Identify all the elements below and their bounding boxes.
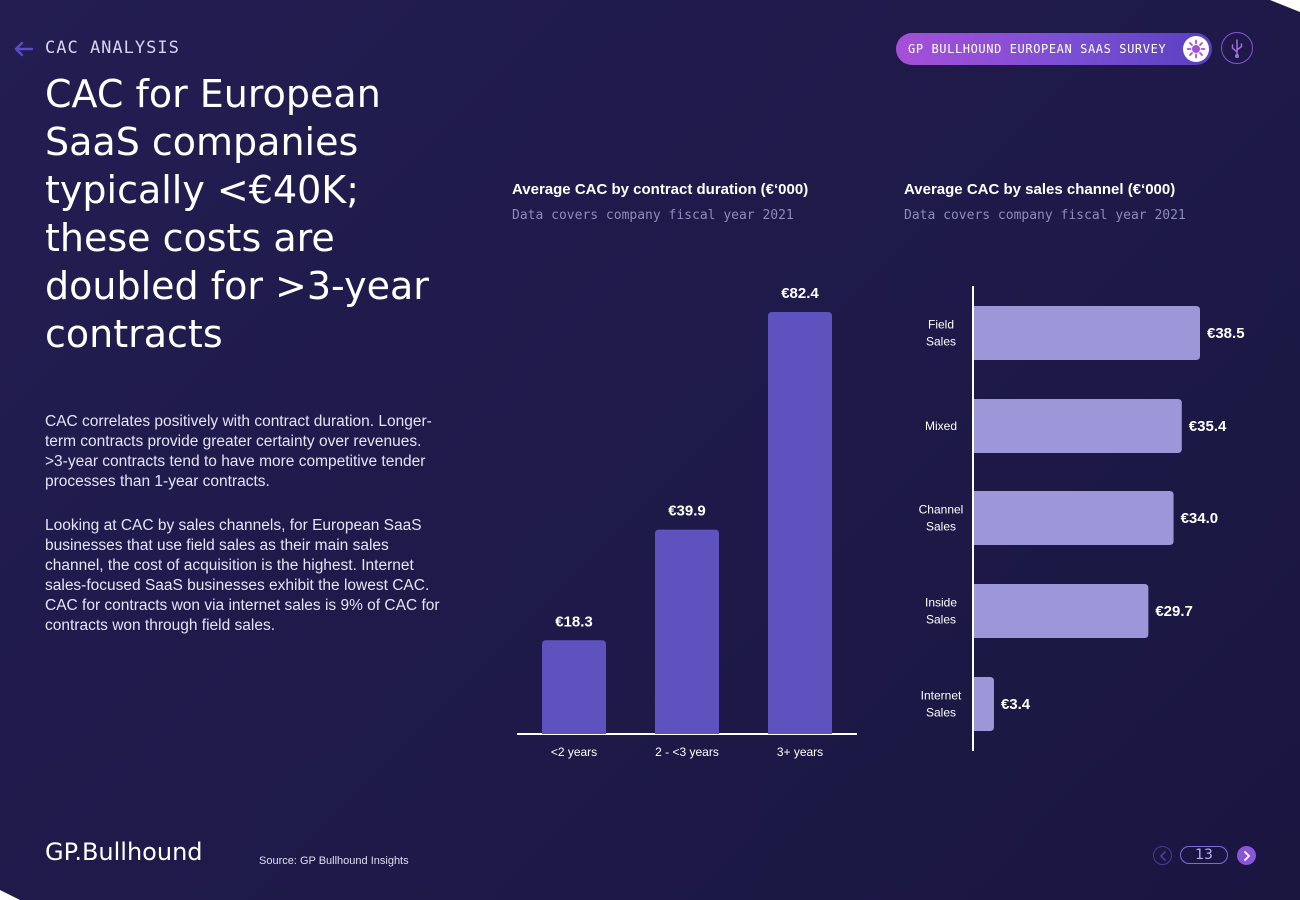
source-note: Source: GP Bullhound Insights — [259, 855, 409, 867]
data-label: €38.5 — [1207, 325, 1245, 342]
bar — [974, 584, 1149, 638]
data-label: €82.4 — [781, 285, 819, 302]
survey-badge-icon — [1183, 36, 1209, 62]
bar — [974, 306, 1200, 360]
chart-subtitle-duration: Data covers company fiscal year 2021 — [512, 208, 794, 223]
bar — [974, 677, 994, 731]
survey-button[interactable]: GP BULLHOUND EUROPEAN SAAS SURVEY — [896, 33, 1212, 65]
tick-label: <2 years — [551, 745, 597, 759]
bar — [974, 399, 1182, 453]
tick-label: Inside Sales — [925, 596, 957, 627]
chart-title-channel: Average CAC by sales channel (€‘000) — [904, 181, 1176, 198]
usb-icon — [1231, 39, 1243, 58]
chart-subtitle-channel: Data covers company fiscal year 2021 — [904, 208, 1186, 223]
body-paragraph-1: CAC correlates positively with contract … — [45, 413, 432, 490]
page-number: 13 — [1180, 846, 1228, 864]
tick-label: 2 - <3 years — [655, 745, 719, 759]
tick-label: Channel Sales — [919, 503, 964, 534]
tick-label: 3+ years — [777, 745, 823, 759]
bar — [655, 529, 719, 734]
chevron-left-icon — [1159, 850, 1166, 861]
page-title: CAC for European SaaS companies typicall… — [45, 72, 429, 356]
back-arrow-icon[interactable] — [12, 40, 34, 58]
data-label: €29.7 — [1155, 603, 1193, 620]
bar — [542, 640, 606, 734]
chart-title-duration: Average CAC by contract duration (€‘000) — [512, 181, 809, 198]
tick-label: Internet Sales — [921, 689, 962, 720]
data-label: €39.9 — [668, 503, 706, 520]
data-label: €18.3 — [555, 613, 593, 630]
tick-label: Mixed — [925, 419, 957, 433]
logo: GP.Bullhound — [45, 838, 203, 866]
chevron-right-icon — [1243, 850, 1250, 861]
bar — [768, 312, 832, 734]
survey-label: GP BULLHOUND EUROPEAN SAAS SURVEY — [908, 42, 1167, 56]
bar — [974, 491, 1174, 545]
next-page-button[interactable] — [1237, 846, 1256, 865]
tick-label: Field Sales — [926, 318, 956, 349]
page-corner — [0, 890, 20, 900]
data-label: €3.4 — [1001, 696, 1031, 713]
prev-page-button[interactable] — [1153, 846, 1172, 865]
body-paragraph-2: Looking at CAC by sales channels, for Eu… — [45, 517, 440, 634]
section-label: CAC ANALYSIS — [45, 38, 180, 58]
data-label: €35.4 — [1189, 418, 1227, 435]
usb-button[interactable] — [1221, 32, 1253, 64]
data-label: €34.0 — [1181, 510, 1219, 527]
